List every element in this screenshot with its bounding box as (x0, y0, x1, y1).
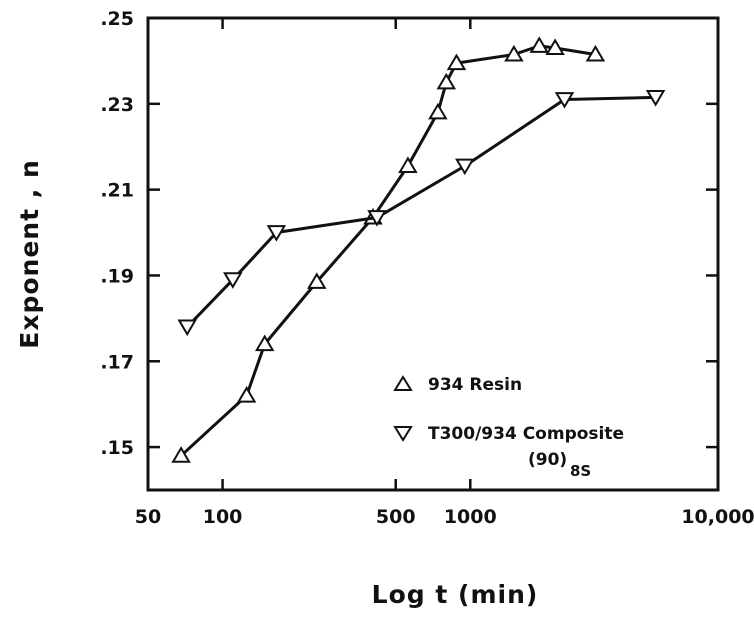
series-0-point-10 (529, 36, 550, 53)
plot-frame (146, 16, 720, 492)
y-tick-label-1: .17 (100, 351, 134, 373)
series-0-point-12 (585, 44, 606, 62)
series-0-point-3 (307, 272, 327, 289)
series-1-point-3 (367, 210, 387, 227)
x-tick-label-2: 500 (376, 506, 416, 528)
x-tick-label-3: 1000 (444, 506, 497, 528)
legend-label-934-resin: 934 Resin (428, 375, 522, 395)
x-tick-label-0: 50 (135, 506, 161, 528)
series-1-point-2 (266, 225, 287, 242)
series-1-point-0 (177, 319, 197, 337)
series-0-point-9 (504, 44, 524, 62)
legend-label-ply-subscript: 8S (570, 462, 591, 480)
x-axis-ticks: 50 100 500 1000 10,000 (135, 18, 754, 528)
y-tick-label-4: .23 (100, 94, 134, 116)
x-tick-label-1: 100 (203, 506, 243, 528)
series-1-point-6 (645, 90, 666, 107)
series-0-point-7 (436, 72, 457, 90)
legend: 934 Resin T300/934 Composite (90) 8S (393, 375, 624, 480)
series-0-point-1 (236, 386, 257, 403)
x-axis-title: Log t (min) (372, 580, 539, 609)
series-0-point-6 (428, 102, 448, 120)
series-1-point-4 (455, 158, 475, 176)
y-tick-label-3: .21 (100, 180, 134, 202)
y-axis-ticks: .15 .17 .19 .21 .23 .25 (100, 8, 718, 459)
series-1-point-5 (554, 92, 575, 109)
legend-marker-934-resin (393, 375, 413, 391)
legend-label-t300-composite: T300/934 Composite (428, 424, 624, 444)
series-1-point-1 (223, 272, 243, 289)
y-tick-label-0: .15 (100, 437, 134, 459)
x-tick-label-4: 10,000 (681, 506, 754, 528)
series-layer (171, 36, 666, 463)
y-axis-title: Exponent , n (15, 159, 44, 348)
legend-label-ply-notation: (90) (528, 450, 567, 470)
series-0-point-0 (171, 446, 191, 463)
y-tick-label-2: .19 (100, 265, 134, 287)
series-0-point-8 (446, 53, 467, 71)
series-0-point-2 (254, 334, 275, 352)
legend-marker-t300-composite (393, 426, 413, 442)
series-0-point-11 (545, 38, 565, 55)
series-0-point-5 (398, 156, 418, 173)
y-tick-label-5: .25 (100, 8, 134, 30)
series-line-1 (186, 95, 656, 328)
